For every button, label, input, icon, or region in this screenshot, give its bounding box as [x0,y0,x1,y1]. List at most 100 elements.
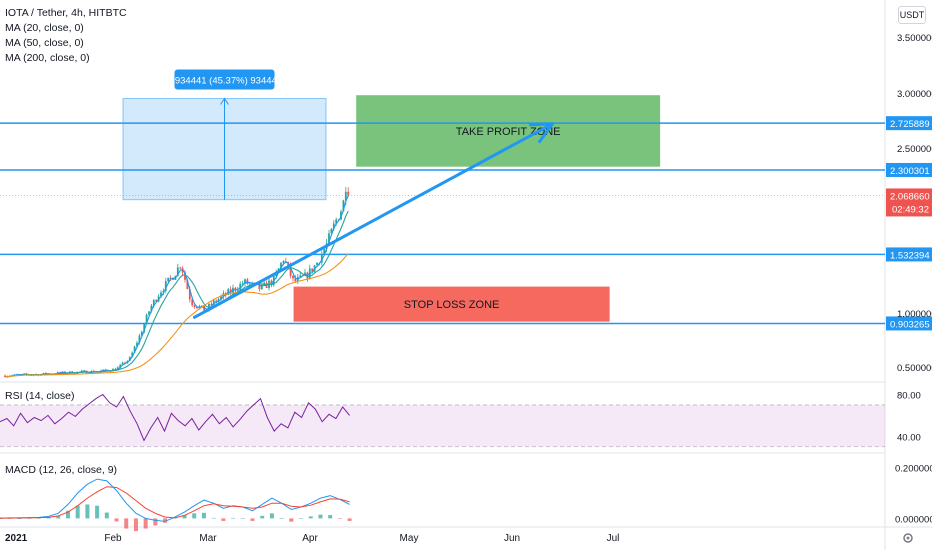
macd-histogram-bar [299,518,304,519]
price-axis-tick: 3.500000 [897,33,932,44]
candle-body [320,254,323,263]
candle-body [241,283,244,285]
candle-body [160,292,162,297]
macd-histogram-bar [221,518,226,521]
price-axis-tick: 3.000000 [897,89,932,100]
candle-body [121,362,124,365]
chart-legend: IOTA / Tether, 4h, HITBTC MA (20, close,… [5,6,127,66]
time-axis-tick: May [400,533,419,544]
ma50-legend: MA (50, close, 0) [5,37,84,49]
macd-axis-tick: 0.000000 [895,514,932,525]
level-price-label: 2.725889 [890,119,930,130]
macd-histogram-bar [250,518,255,521]
measure-arrow-head [220,97,229,105]
macd-signal-line [0,486,350,519]
candle-body [229,289,232,293]
candle-body [186,279,189,290]
candle-body [270,280,273,285]
chart-title: IOTA / Tether, 4h, HITBTC [5,7,127,19]
candle-body [289,265,292,276]
candle-body [152,299,155,306]
level-price-tag [886,162,932,177]
macd-histogram-bar [231,517,236,519]
candle-body [148,311,150,315]
candle-body [220,296,222,300]
macd-histogram-bar [260,515,265,519]
macd-histogram-bar [17,518,22,519]
candle-body [215,300,218,303]
level-price-tag [886,116,932,131]
macd-histogram-bar [133,518,138,532]
candle-body [184,272,186,280]
price-axis-tick: 1.000000 [897,309,932,320]
candle-body [167,277,170,282]
macd-histogram-bar [124,518,129,529]
candle-body [342,200,345,212]
take-profit-zone [356,95,661,167]
candle-body [145,314,148,324]
macd-histogram-bar [0,518,2,519]
measure-label-box [174,69,275,90]
candle-body [155,299,158,302]
candle-body [258,283,261,290]
macd-histogram-bar [153,518,158,526]
ma20-line [4,195,349,378]
candle-body [335,219,338,224]
macd-histogram-bar [201,512,206,519]
price-axis-background [885,0,932,550]
candle-body [244,279,246,284]
time-axis-tick: Mar [199,533,217,544]
rsi-axis-tick: 80.00 [897,390,921,401]
candle-body [203,305,206,312]
time-axis-tick: Apr [302,533,318,544]
countdown-label: 02:49:32 [892,204,929,215]
candle-body [330,228,333,234]
macd-histogram-bar [56,515,61,519]
gear-icon[interactable] [903,533,913,543]
trend-arrow-head [528,122,554,144]
macd-histogram-bar [85,504,90,519]
candle-body [191,299,194,306]
macd-histogram-bar [328,515,333,519]
candle-body [143,323,146,332]
macd-histogram-bar [182,515,187,519]
level-price-label: 2.300301 [890,166,930,177]
macd-histogram-bar [75,505,80,519]
trend-arrow-line [192,122,554,319]
macd-axis-tick: 0.200000 [895,464,932,475]
candle-body [119,364,122,368]
candle-body [188,289,191,300]
candle-body [133,346,136,353]
macd-histogram-bar [211,517,216,519]
price-axis-tick: 2.500000 [897,144,932,155]
candle-body [299,275,302,277]
candle-body [196,307,198,309]
last-price-tag [886,188,932,217]
macd-histogram-bar [318,514,323,519]
level-price-label: 1.532394 [890,250,930,261]
macd-histogram-bar [192,513,197,519]
level-price-tag [886,316,932,331]
macd-histogram-bar [240,518,245,519]
measure-label: 0.934441 (45.37%) 934441 [167,76,282,87]
macd-label: MACD (12, 26, close, 9) [5,464,118,476]
macd-histogram-bar [163,518,168,523]
level-price-tag [886,247,932,262]
macd-histogram-bar [95,505,100,519]
currency-button[interactable]: USDT [898,6,926,24]
candle-body [328,233,330,244]
ma20-legend: MA (20, close, 0) [5,22,84,34]
candle-body [128,357,131,361]
candle-body [311,268,314,272]
candle-body [164,281,167,291]
time-axis-tick: Feb [104,533,122,544]
candle-body [4,375,6,378]
candle-body [236,289,239,291]
candle-body [138,335,141,343]
macd-histogram-bar [143,518,148,529]
macd-histogram-bar [114,518,119,522]
candle-body [280,262,282,269]
time-axis-tick: 2021 [5,533,28,544]
